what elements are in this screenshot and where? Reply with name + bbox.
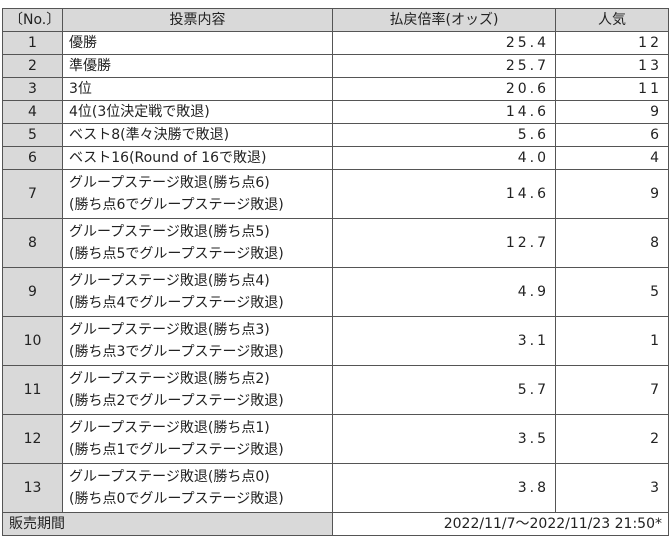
bet-content-line: グループステージ敗退(勝ち点5) <box>69 224 270 240</box>
table-row: 2 準優勝 25.7 13 <box>2 54 669 78</box>
table-row: 12 グループステージ敗退(勝ち点1) (勝ち点1でグループステージ敗退) 3.5 2 <box>2 414 669 464</box>
odds: 4.0 <box>332 146 556 170</box>
table-row: 1 優勝 25.4 12 <box>2 31 669 55</box>
odds: 5.7 <box>332 365 556 415</box>
header-cell: 〔No.〕 <box>2 8 63 32</box>
table-row: 10 グループステージ敗退(勝ち点3) (勝ち点3でグループステージ敗退) 3.1 1 <box>2 316 669 366</box>
table-row: 13 グループステージ敗退(勝ち点0) (勝ち点0でグループステージ敗退) 3.8 3 <box>2 463 669 513</box>
table-row: 3 3位 20.6 11 <box>2 77 669 101</box>
header-cell: 人気 <box>555 8 669 32</box>
row-number: 11 <box>2 365 63 415</box>
odds: 3.5 <box>332 414 556 464</box>
bet-content-line: グループステージ敗退(勝ち点0) <box>69 469 270 485</box>
row-number: 12 <box>2 414 63 464</box>
row-number: 10 <box>2 316 63 366</box>
bet-content-line: 3位 <box>69 81 92 97</box>
odds: 4.9 <box>332 267 556 317</box>
popularity: 2 <box>555 414 669 464</box>
popularity: 12 <box>555 31 669 55</box>
bet-content-line: グループステージ敗退(勝ち点3) <box>69 322 270 338</box>
bet-content-line: (勝ち点3でグループステージ敗退) <box>69 344 284 360</box>
bet-content-line: (勝ち点2でグループステージ敗退) <box>69 393 284 409</box>
table-row: 5 ベスト8(準々決勝で敗退) 5.6 6 <box>2 123 669 147</box>
popularity: 9 <box>555 100 669 124</box>
table-row: 8 グループステージ敗退(勝ち点5) (勝ち点5でグループステージ敗退) 12.7 8 <box>2 218 669 268</box>
bet-content: ベスト8(準々決勝で敗退) <box>62 123 333 147</box>
row-number: 7 <box>2 169 63 219</box>
row-number: 8 <box>2 218 63 268</box>
popularity: 8 <box>555 218 669 268</box>
popularity: 1 <box>555 316 669 366</box>
sales-period-label: 販売期間 <box>2 512 333 536</box>
bet-content-line: グループステージ敗退(勝ち点6) <box>69 175 270 191</box>
bet-content-line: (勝ち点0でグループステージ敗退) <box>69 491 284 507</box>
bet-content-line: (勝ち点5でグループステージ敗退) <box>69 246 284 262</box>
odds: 3.8 <box>332 463 556 513</box>
bet-content-line: 優勝 <box>69 35 97 51</box>
bet-content: ベスト16(Round of 16で敗退) <box>62 146 333 170</box>
odds-table: 〔No.〕 投票内容 払戻倍率(オッズ) 人気 1 優勝 25.4 12 2 準優勝 25.… <box>2 8 669 536</box>
bet-content: 3位 <box>62 77 333 101</box>
bet-content: 優勝 <box>62 31 333 55</box>
table-row: 6 ベスト16(Round of 16で敗退) 4.0 4 <box>2 146 669 170</box>
odds: 14.6 <box>332 100 556 124</box>
table-body: 〔No.〕 投票内容 払戻倍率(オッズ) 人気 1 優勝 25.4 12 2 準優勝 25.… <box>2 8 669 536</box>
bet-content-line: グループステージ敗退(勝ち点2) <box>69 371 270 387</box>
row-number: 4 <box>2 100 63 124</box>
footer-row: 販売期間 2022/11/7～2022/11/23 21:50* <box>2 512 669 536</box>
header-cell: 投票内容 <box>62 8 333 32</box>
table-row: 7 グループステージ敗退(勝ち点6) (勝ち点6でグループステージ敗退) 14.6 9 <box>2 169 669 219</box>
bet-content: グループステージ敗退(勝ち点1) (勝ち点1でグループステージ敗退) <box>62 414 333 464</box>
bet-content-line: (勝ち点4でグループステージ敗退) <box>69 295 284 311</box>
odds: 14.6 <box>332 169 556 219</box>
bet-content: グループステージ敗退(勝ち点2) (勝ち点2でグループステージ敗退) <box>62 365 333 415</box>
popularity: 3 <box>555 463 669 513</box>
header-row: 〔No.〕 投票内容 払戻倍率(オッズ) 人気 <box>2 8 669 32</box>
row-number: 6 <box>2 146 63 170</box>
row-number: 1 <box>2 31 63 55</box>
odds: 25.7 <box>332 54 556 78</box>
popularity: 9 <box>555 169 669 219</box>
bet-content-line: 4位(3位決定戦で敗退) <box>69 104 210 120</box>
bet-content-line: ベスト8(準々決勝で敗退) <box>69 127 230 143</box>
row-number: 9 <box>2 267 63 317</box>
bet-content: グループステージ敗退(勝ち点4) (勝ち点4でグループステージ敗退) <box>62 267 333 317</box>
popularity: 7 <box>555 365 669 415</box>
odds: 3.1 <box>332 316 556 366</box>
bet-content-line: ベスト16(Round of 16で敗退) <box>69 150 267 166</box>
row-number: 3 <box>2 77 63 101</box>
bet-content-line: 準優勝 <box>69 58 111 74</box>
bet-content: グループステージ敗退(勝ち点3) (勝ち点3でグループステージ敗退) <box>62 316 333 366</box>
popularity: 11 <box>555 77 669 101</box>
table-row: 4 4位(3位決定戦で敗退) 14.6 9 <box>2 100 669 124</box>
sales-period-value: 2022/11/7～2022/11/23 21:50* <box>332 512 669 536</box>
odds: 20.6 <box>332 77 556 101</box>
odds: 12.7 <box>332 218 556 268</box>
table-row: 9 グループステージ敗退(勝ち点4) (勝ち点4でグループステージ敗退) 4.9 5 <box>2 267 669 317</box>
row-number: 5 <box>2 123 63 147</box>
popularity: 5 <box>555 267 669 317</box>
popularity: 4 <box>555 146 669 170</box>
row-number: 13 <box>2 463 63 513</box>
bet-content: 4位(3位決定戦で敗退) <box>62 100 333 124</box>
bet-content: 準優勝 <box>62 54 333 78</box>
bet-content: グループステージ敗退(勝ち点6) (勝ち点6でグループステージ敗退) <box>62 169 333 219</box>
bet-content-line: グループステージ敗退(勝ち点4) <box>69 273 270 289</box>
bet-content-line: (勝ち点6でグループステージ敗退) <box>69 197 284 213</box>
header-cell: 払戻倍率(オッズ) <box>332 8 556 32</box>
popularity: 6 <box>555 123 669 147</box>
popularity: 13 <box>555 54 669 78</box>
table-row: 11 グループステージ敗退(勝ち点2) (勝ち点2でグループステージ敗退) 5.7 7 <box>2 365 669 415</box>
odds: 5.6 <box>332 123 556 147</box>
bet-content: グループステージ敗退(勝ち点5) (勝ち点5でグループステージ敗退) <box>62 218 333 268</box>
bet-content: グループステージ敗退(勝ち点0) (勝ち点0でグループステージ敗退) <box>62 463 333 513</box>
bet-content-line: (勝ち点1でグループステージ敗退) <box>69 442 284 458</box>
odds: 25.4 <box>332 31 556 55</box>
bet-content-line: グループステージ敗退(勝ち点1) <box>69 420 270 436</box>
row-number: 2 <box>2 54 63 78</box>
